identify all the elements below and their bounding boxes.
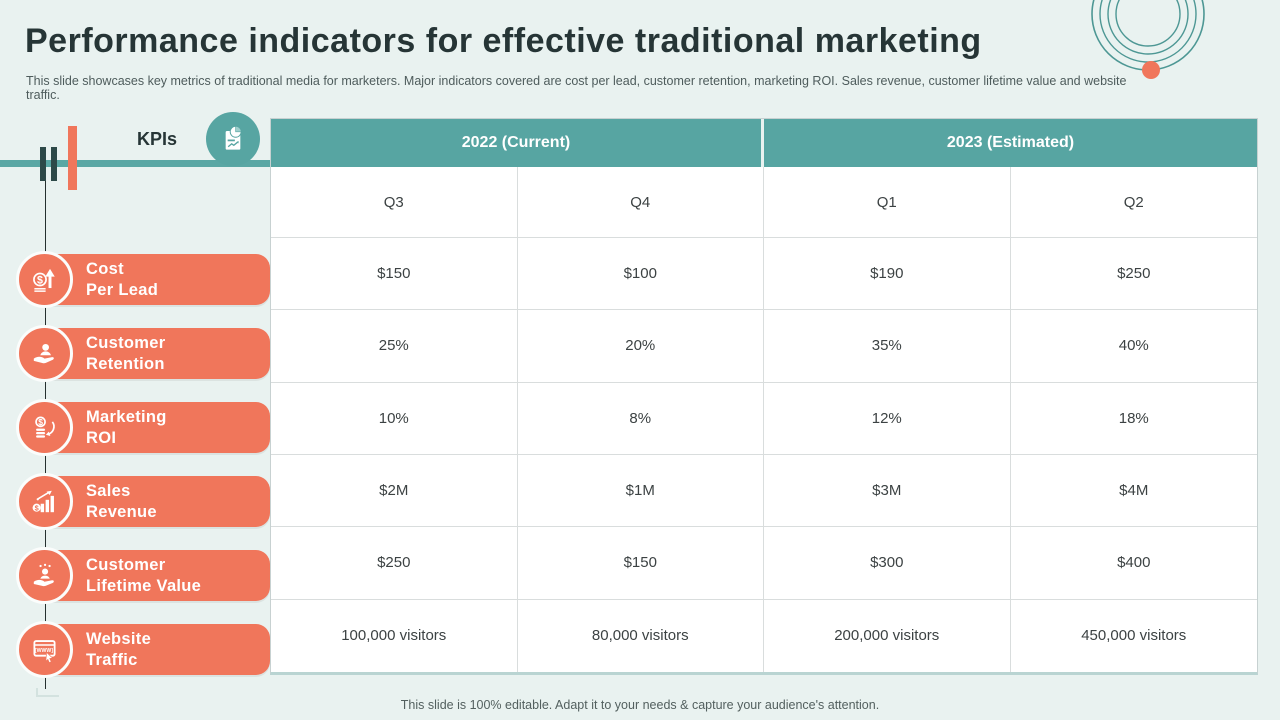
svg-text:[WWW]: [WWW] [35, 648, 53, 654]
kpi-button-label-line2: Traffic [86, 650, 138, 669]
kpi-button-sales-revenue[interactable]: $ Sales Revenue [16, 473, 270, 530]
accent-bar-dark-1 [40, 147, 46, 181]
orange-dot [1142, 61, 1160, 79]
table-cell: $150 [271, 238, 518, 311]
table-cell: 25% [271, 310, 518, 383]
quarter-header: Q1 [764, 167, 1011, 238]
table-row-marketing-roi: 10% 8% 12% 18% [271, 382, 1257, 455]
kpi-button-label-line1: Website [86, 629, 152, 648]
footer-note: This slide is 100% editable. Adapt it to… [400, 698, 880, 712]
table-cell: $250 [271, 527, 518, 600]
kpi-button-website-traffic[interactable]: [WWW] Website Traffic [16, 621, 270, 678]
table-cell: 35% [764, 310, 1011, 383]
kpi-button-customer-retention[interactable]: Customer Retention [16, 325, 270, 382]
table-cell: 18% [1010, 382, 1257, 455]
table-cell: 10% [271, 382, 518, 455]
table-cell: $100 [517, 238, 764, 311]
table-cell: $150 [517, 527, 764, 600]
table-cell: $190 [764, 238, 1011, 311]
table-row-website-traffic: 100,000 visitors 80,000 visitors 200,000… [271, 599, 1257, 672]
page-title: Performance indicators for effective tra… [25, 22, 982, 60]
table-cell: $1M [517, 454, 764, 528]
kpi-button-label-line2: Per Lead [86, 280, 159, 299]
table-cell: 8% [517, 382, 764, 455]
table-cell: 80,000 visitors [517, 599, 764, 672]
table-row-customer-retention: 25% 20% 35% 40% [271, 310, 1257, 383]
kpi-button-marketing-roi[interactable]: $ Marketing ROI [16, 399, 270, 456]
connector-end-tick [36, 688, 59, 697]
table-row-sales-revenue: $2M $1M $3M $4M [271, 454, 1257, 528]
kpi-button-customer-lifetime-value[interactable]: Customer Lifetime Value [16, 547, 270, 604]
table-cell: $250 [1010, 238, 1257, 311]
customer-lifetime-value-icon [16, 547, 73, 604]
table-row-customer-lifetime-value: $250 $150 $300 $400 [271, 527, 1257, 600]
kpi-button-label-line1: Customer [86, 333, 166, 352]
table-cell: $4M [1010, 454, 1257, 528]
accent-bar-dark-2 [51, 147, 57, 181]
sales-revenue-icon: $ [16, 473, 73, 530]
svg-text:$: $ [38, 417, 43, 427]
quarter-header: Q4 [517, 167, 764, 238]
table-cell: 100,000 visitors [271, 599, 518, 672]
kpi-button-label-line2: Lifetime Value [86, 576, 202, 595]
table-cell: $3M [764, 454, 1011, 528]
kpi-button-label-line1: Sales [86, 481, 131, 500]
quarter-header-row: Q3 Q4 Q1 Q2 [271, 167, 1257, 238]
table-header-2023: 2023 (Estimated) [764, 119, 1257, 167]
table-cell: 12% [764, 382, 1011, 455]
table-cell: 40% [1010, 310, 1257, 383]
kpi-button-label-line1: Customer [86, 555, 166, 574]
slide-description: This slide showcases key metrics of trad… [26, 74, 1127, 102]
divider-line [0, 160, 270, 167]
kpis-heading: KPIs [136, 129, 178, 149]
table-cell: $400 [1010, 527, 1257, 600]
kpi-report-icon [206, 112, 260, 166]
table-cell: 20% [517, 310, 764, 383]
kpi-button-label-line2: ROI [86, 428, 117, 447]
kpi-button-label-line1: Marketing [86, 407, 167, 426]
kpi-button-label-line1: Cost [86, 259, 124, 278]
table-row-cost-per-lead: $150 $100 $190 $250 [271, 238, 1257, 311]
accent-bar-orange [68, 126, 77, 190]
table-cell: 200,000 visitors [764, 599, 1011, 672]
kpi-button-cost-per-lead[interactable]: $ Cost Per Lead [16, 251, 270, 308]
table-cell: $300 [764, 527, 1011, 600]
table-header-2022: 2022 (Current) [271, 119, 764, 167]
table-header-row: 2022 (Current) 2023 (Estimated) [271, 119, 1257, 167]
kpi-table: 2022 (Current) 2023 (Estimated) Q3 Q4 Q1… [270, 118, 1258, 675]
kpi-button-label-line2: Retention [86, 354, 165, 373]
table-cell: 450,000 visitors [1010, 599, 1257, 672]
quarter-header: Q3 [271, 167, 518, 238]
quarter-header: Q2 [1010, 167, 1257, 238]
svg-text:$: $ [35, 504, 39, 513]
decorative-circles [1091, 0, 1205, 79]
marketing-roi-icon: $ [16, 399, 73, 456]
svg-text:$: $ [37, 274, 43, 286]
website-traffic-icon: [WWW] [16, 621, 73, 678]
table-cell: $2M [271, 454, 518, 528]
cost-per-lead-icon: $ [16, 251, 73, 308]
customer-retention-icon [16, 325, 73, 382]
kpi-button-label-line2: Revenue [86, 502, 157, 521]
